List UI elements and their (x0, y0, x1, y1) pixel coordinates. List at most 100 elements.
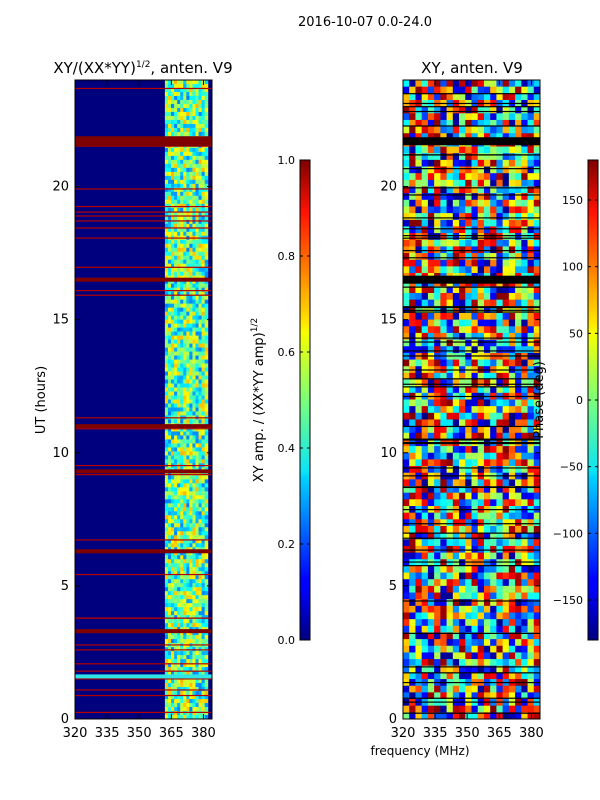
phase-heatmap-cell (415, 665, 423, 673)
amplitude-heatmap-cell (174, 159, 178, 165)
amplitude-heatmap-cell (192, 527, 196, 532)
amplitude-heatmap-cell (198, 187, 203, 193)
phase-heatmap-cell (421, 126, 429, 134)
phase-heatmap-cell (446, 86, 454, 94)
amplitude-heatmap-cell (204, 279, 209, 285)
phase-heatmap-cell (427, 579, 435, 587)
amplitude-heatmap-cell (195, 147, 200, 153)
phase-heatmap-cell (502, 379, 510, 387)
amplitude-heatmap-cell (201, 175, 206, 181)
phase-heatmap-cell (465, 705, 472, 713)
phase-heatmap-cell (533, 426, 541, 434)
amplitude-heatmap-cell (195, 495, 200, 500)
phase-heatmap-cell (403, 153, 410, 161)
amplitude-heatmap-cell (164, 391, 169, 397)
amplitude-heatmap-cell (192, 531, 196, 536)
amplitude-heatmap-cell (195, 531, 200, 536)
phase-heatmap-cell (533, 319, 541, 327)
amplitude-heatmap-cell (186, 531, 190, 536)
phase-heatmap-cell (490, 692, 497, 700)
amplitude-heatmap-cell (192, 407, 196, 412)
amplitude-heatmap-cell (198, 319, 203, 325)
phase-heatmap-cell (415, 579, 423, 587)
amplitude-heatmap-cell (189, 515, 193, 520)
phase-heatmap-cell (440, 226, 448, 234)
phase-heatmap-cell (490, 86, 497, 94)
phase-heatmap-cell (496, 359, 504, 367)
phase-heatmap-cell (465, 319, 472, 327)
amplitude-heatmap-cell (171, 711, 175, 716)
phase-heatmap-cell (527, 446, 535, 454)
amplitude-heatmap-cell (204, 439, 209, 444)
phase-heatmap-cell (465, 612, 472, 620)
amplitude-heatmap-cell (195, 447, 200, 452)
phase-heatmap-cell (452, 266, 460, 274)
phase-heatmap-cell (483, 193, 491, 201)
amplitude-heatmap-cell (186, 603, 190, 608)
amplitude-heatmap-cell (186, 107, 190, 113)
phase-heatmap-cell (508, 179, 516, 187)
amplitude-heatmap-cell (164, 487, 169, 492)
phase-heatmap-cell (427, 293, 435, 301)
amplitude-heatmap-cell (198, 535, 203, 540)
phase-heatmap-cell (446, 153, 454, 161)
phase-heatmap-cell (415, 213, 423, 221)
amplitude-heatmap-cell (177, 475, 181, 480)
amplitude-heatmap-cell (198, 451, 203, 456)
amplitude-heatmap-cell (198, 383, 203, 389)
amplitude-heatmap-cell (198, 635, 203, 640)
phase-heatmap-cell (502, 652, 510, 660)
amplitude-heatmap-cell (180, 659, 184, 664)
phase-heatmap-cell (440, 619, 448, 627)
amplitude-heatmap-cell (167, 107, 172, 113)
amplitude-heatmap-cell (177, 259, 181, 265)
amplitude-heatmap-cell (186, 615, 190, 620)
phase-heatmap-cell (527, 519, 535, 527)
phase-heatmap-cell (403, 672, 410, 680)
amplitude-heatmap-cell (204, 167, 209, 173)
amplitude-heatmap-cell (174, 115, 178, 121)
phase-heatmap-cell (533, 525, 541, 534)
amplitude-heatmap-cell (167, 507, 172, 512)
amplitude-heatmap-cell (183, 95, 187, 101)
phase-heatmap-cell (409, 199, 416, 207)
amplitude-heatmap-cell (180, 563, 184, 568)
amplitude-heatmap-cell (164, 115, 169, 121)
phase-heatmap-cell (415, 379, 423, 387)
amplitude-heatmap-cell (174, 243, 178, 249)
phase-heatmap-cell (527, 153, 535, 161)
phase-heatmap-cell (415, 246, 423, 254)
amplitude-heatmap-cell (195, 555, 200, 560)
amplitude-heatmap-cell (195, 307, 200, 313)
phase-heatmap-cell (483, 266, 491, 274)
amplitude-heatmap-cell (177, 371, 181, 377)
phase-heatmap-cell (471, 199, 479, 207)
phase-heatmap-cell (477, 585, 485, 594)
phase-heatmap-cell (483, 199, 491, 207)
phase-heatmap-cell (477, 592, 485, 600)
amplitude-heatmap-cell (167, 191, 172, 197)
amplitude-heatmap-cell (171, 91, 175, 97)
phase-heatmap-cell (427, 446, 435, 454)
amplitude-heatmap-cell (192, 451, 196, 456)
phase-heatmap-cell (483, 293, 491, 301)
amplitude-heatmap-cell (198, 179, 203, 185)
amplitude-heatmap-cell (180, 587, 184, 592)
amplitude-heatmap-cell (183, 167, 187, 173)
amplitude-heatmap-cell (189, 263, 193, 269)
amplitude-heatmap-cell (186, 227, 190, 233)
phase-heatmap-cell (521, 572, 529, 580)
amplitude-heatmap-cell (167, 231, 172, 237)
phase-heatmap-cell (527, 159, 535, 168)
phase-heatmap-cell (434, 226, 441, 234)
phase-heatmap-cell (515, 512, 522, 520)
phase-heatmap-cell (483, 612, 491, 620)
phase-heatmap-cell (452, 133, 460, 141)
phase-heatmap-cell (427, 539, 435, 547)
amplitude-heatmap-cell (164, 171, 169, 177)
phase-heatmap-cell (502, 672, 510, 680)
amplitude-heatmap-cell (198, 171, 203, 177)
amplitude-heatmap-cell (186, 591, 190, 596)
phase-heatmap-cell (434, 565, 441, 574)
amplitude-heatmap-cell (174, 311, 178, 317)
